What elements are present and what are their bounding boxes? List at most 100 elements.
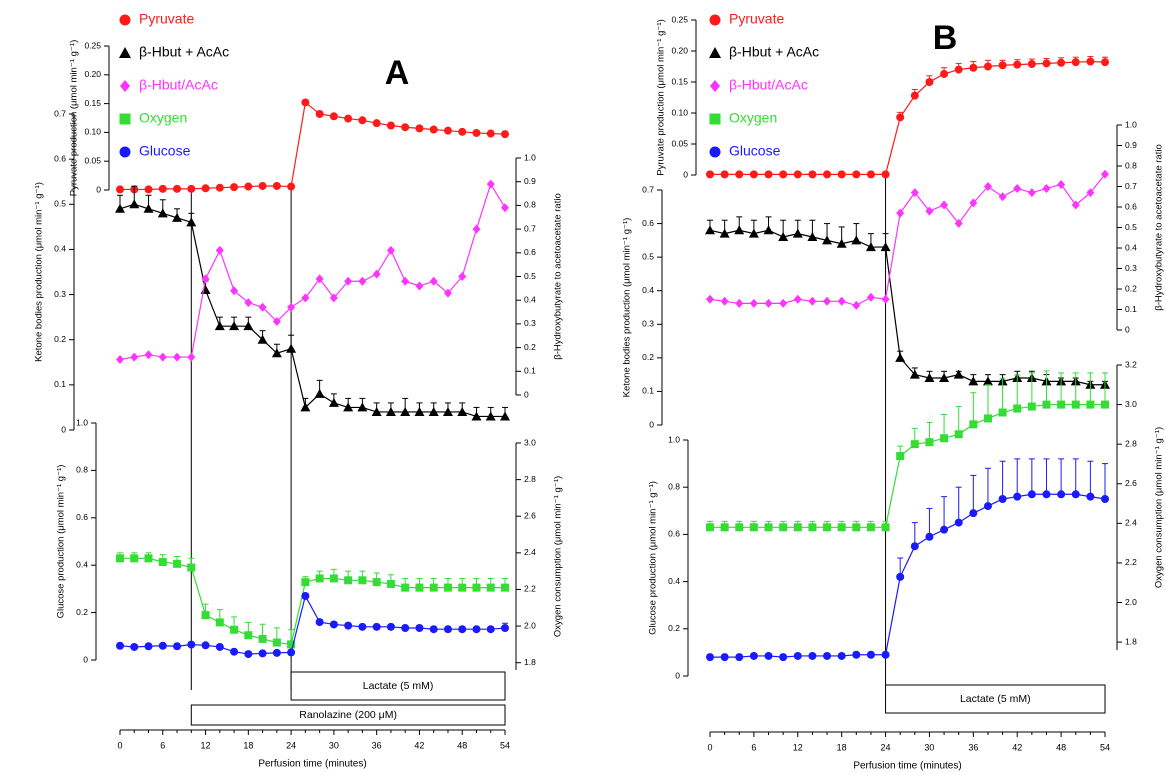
- ratio-tick-label: 0.5: [524, 271, 536, 281]
- data-point: [940, 525, 949, 534]
- oxygen-axis: 1.8 2.0 2.2 2.4 2.6 2.8 3.0 Oxygen consumption …: [515, 437, 564, 670]
- data-point: [215, 245, 224, 255]
- legend-marker: [119, 47, 131, 58]
- glucose-tick-label: 0.8: [668, 481, 680, 491]
- x-tick-label: 6: [160, 740, 165, 750]
- data-point: [969, 63, 978, 72]
- ketone-axis: 0 0.1 0.2 0.3 0.4 0.5 0.6 0.7 Ketone bodies prod…: [34, 108, 75, 434]
- x-axis-title: Perfusion time (minutes): [258, 759, 366, 770]
- oxygen-axis-title: Oxygen consumption (μmol min⁻¹ g⁻¹): [553, 476, 564, 637]
- ratio-tick-label: 0.5: [1125, 222, 1137, 232]
- treatment-bar: Lactate (5 mM): [290, 671, 506, 701]
- ketone-tick-label: 0.5: [642, 251, 654, 261]
- data-point: [1101, 58, 1109, 67]
- data-point: [158, 184, 167, 193]
- pyruvate-tick-label: 0.10: [671, 107, 688, 117]
- data-point: [471, 411, 482, 421]
- pyruvate-axis-title: Pyruvate production (μmol min⁻¹ g⁻¹): [656, 19, 667, 175]
- data-point: [429, 125, 438, 134]
- data-point: [1013, 404, 1022, 413]
- x-tick-label: 0: [117, 740, 122, 750]
- data-point: [443, 126, 452, 135]
- series-pyruvate: [706, 56, 1109, 179]
- legend-marker: [119, 14, 131, 26]
- data-point: [749, 651, 758, 660]
- data-point: [187, 352, 196, 362]
- data-point: [939, 373, 950, 382]
- data-point: [344, 114, 353, 123]
- data-point: [1071, 58, 1080, 67]
- ketone-tick-label: 0.3: [54, 289, 66, 299]
- data-point: [1027, 60, 1036, 69]
- data-point: [329, 112, 338, 121]
- data-point: [386, 579, 395, 588]
- data-point: [910, 440, 919, 449]
- data-point: [896, 572, 905, 581]
- data-point: [315, 274, 324, 284]
- data-point: [401, 624, 410, 633]
- data-point: [968, 376, 979, 386]
- data-point: [808, 523, 817, 532]
- oxygen-axis: 1.8 2.0 2.2 2.4 2.6 2.8 3.0 3.2 Oxygen consumpti…: [1116, 359, 1165, 650]
- oxygen-tick-label: 2.2: [524, 584, 536, 594]
- data-point: [1057, 400, 1066, 409]
- x-tick-label: 54: [500, 740, 510, 750]
- data-point: [244, 182, 253, 191]
- ratio-axis: 0 0.1 0.2 0.3 0.4 0.5 0.6 0.7 0.8 0.9 1.0 β-Hydroxy…: [515, 152, 564, 399]
- pyruvate-tick-label: 0: [96, 184, 101, 194]
- ketone-axis: 0 0.1 0.2 0.3 0.4 0.5 0.6 0.7 Ketone bodies prod…: [622, 184, 663, 429]
- data-point: [779, 298, 788, 308]
- data-point: [116, 354, 124, 364]
- data-point: [881, 523, 890, 532]
- ratio-tick-label: 0.6: [524, 247, 536, 257]
- data-point: [1101, 169, 1109, 179]
- data-point: [793, 294, 802, 304]
- data-point: [779, 523, 788, 532]
- data-point: [969, 198, 978, 208]
- data-point: [457, 406, 468, 416]
- data-point: [458, 127, 467, 136]
- data-point: [823, 170, 832, 179]
- pyruvate-tick-label: 0.20: [84, 69, 101, 79]
- ratio-line: [119, 182, 506, 361]
- data-point: [792, 228, 803, 238]
- glucose-tick-label: 0.6: [76, 512, 88, 522]
- data-point: [401, 123, 410, 132]
- data-point: [287, 648, 296, 657]
- glucose-tick-label: 0.2: [668, 623, 680, 633]
- x-tick-label: 36: [372, 740, 382, 750]
- data-point: [836, 238, 847, 248]
- legend-label: Oxygen: [139, 110, 187, 126]
- data-point: [173, 184, 182, 193]
- data-point: [1057, 58, 1066, 67]
- data-point: [215, 642, 224, 651]
- legend-label: Glucose: [729, 143, 781, 159]
- data-point: [793, 651, 802, 660]
- data-point: [954, 65, 963, 74]
- x-tick-label: 0: [707, 742, 712, 752]
- ratio-tick-label: 1.0: [524, 152, 536, 162]
- data-point: [998, 495, 1007, 503]
- data-point: [229, 321, 240, 331]
- ratio-tick-label: 0.3: [524, 318, 536, 328]
- x-tick-label: 42: [414, 740, 424, 750]
- x-tick-label: 36: [968, 742, 978, 752]
- ketone-tick-label: 0.4: [54, 244, 66, 254]
- ratio-tick-label: 0: [1125, 324, 1130, 334]
- data-point: [173, 352, 182, 362]
- data-point: [940, 434, 949, 443]
- pyruvate-tick-label: 0.15: [671, 76, 688, 86]
- data-point: [485, 411, 496, 421]
- data-point: [129, 199, 140, 209]
- data-point: [328, 397, 339, 407]
- series-oxygen: [706, 370, 1109, 532]
- panel-label: B: [933, 19, 958, 57]
- data-point: [706, 170, 714, 179]
- data-point: [998, 408, 1007, 417]
- data-point: [881, 170, 890, 179]
- glucose-line: [119, 594, 506, 655]
- data-point: [837, 523, 846, 532]
- data-point: [358, 622, 367, 631]
- data-point: [301, 592, 310, 601]
